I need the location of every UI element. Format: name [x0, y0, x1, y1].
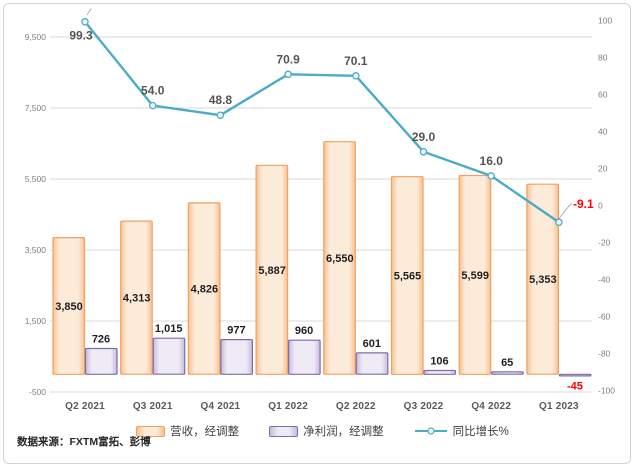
right-axis-tick: 100: [598, 16, 612, 26]
bar-revenue: [255, 164, 289, 375]
bar-revenue: [120, 220, 153, 375]
left-axis-tick: 3,500: [25, 245, 47, 255]
bar-value-label: 65: [501, 357, 513, 369]
yoy-growth-line: [83, 20, 561, 224]
label-leader-first: [86, 8, 92, 16]
bar-netprofit: [491, 371, 524, 375]
bar-netprofit: [355, 352, 389, 375]
left-axis-tick: 7,500: [25, 103, 47, 113]
category-label: Q1 2022: [268, 401, 308, 412]
right-axis-tick: 40: [598, 127, 608, 137]
bar-value-label: 960: [295, 325, 313, 337]
bar-revenue: [323, 141, 356, 375]
line-value-label: 54.0: [141, 84, 165, 98]
bar-value-label: 5,887: [258, 265, 286, 277]
legend-item-netprofit: 净利润，经调整: [269, 423, 384, 439]
right-axis-tick: -40: [598, 275, 611, 285]
line-value-label: 16.0: [480, 154, 504, 168]
category-label: Q4 2021: [201, 401, 241, 412]
category-label: Q2 2022: [336, 401, 376, 412]
netprofit-swatch: [269, 425, 299, 437]
data-source-note: 数据来源：FXTM富拓、彭博: [17, 436, 151, 448]
line-marker: [148, 101, 157, 110]
bar-revenue: [458, 174, 492, 375]
left-axis-tick: 5,500: [25, 174, 47, 184]
yoy-line-marker-swatch: [414, 426, 448, 436]
bar-value-label: 106: [430, 356, 448, 368]
bar-value-label: 3,850: [55, 301, 83, 313]
bar-netprofit: [288, 339, 321, 375]
category-label: Q3 2021: [133, 401, 173, 412]
right-axis-tick: 80: [598, 53, 608, 63]
line-marker: [419, 148, 428, 156]
line-value-label: 29.0: [412, 130, 436, 144]
line-value-label: 70.1: [344, 54, 368, 68]
bar-revenue: [187, 202, 221, 375]
right-axis-tick: 0: [598, 201, 603, 211]
bar-value-label: 726: [92, 334, 110, 346]
line-marker: [487, 172, 495, 180]
bar-value-label: 4,826: [191, 284, 219, 296]
chart-legend: 营收，经调整 净利润，经调整 同比增长%: [50, 421, 595, 441]
right-axis-tick: 20: [598, 164, 608, 174]
category-label: Q4 2022: [471, 401, 511, 412]
bar-value-label: 5,565: [394, 271, 422, 283]
line-marker: [555, 218, 563, 227]
line-marker: [284, 70, 292, 79]
bar-netprofit: [84, 347, 118, 375]
line-value-label: 48.8: [209, 93, 233, 107]
legend-item-revenue: 营收，经调整: [136, 423, 239, 439]
line-value-label: -9.1: [573, 197, 594, 211]
legend-label-yoy-growth: 同比增长%: [452, 426, 509, 438]
legend-label-netprofit: 净利润，经调整: [303, 426, 384, 438]
label-leader-last: [558, 203, 573, 219]
line-marker: [81, 18, 89, 26]
revenue-swatch: [136, 425, 166, 437]
bar-value-label: -45: [567, 380, 583, 392]
legend-item-yoy-growth: 同比增长%: [414, 423, 509, 439]
line-value-label: 70.9: [276, 52, 300, 66]
left-axis-tick: 1,500: [25, 316, 47, 326]
category-label: Q1 2023: [539, 401, 579, 412]
right-axis-tick: -60: [598, 312, 611, 322]
bar-revenue: [526, 183, 560, 375]
bar-value-label: 5,353: [529, 274, 557, 286]
bar-revenue: [390, 176, 424, 375]
left-axis-tick: 9,500: [25, 32, 47, 42]
line-marker: [216, 111, 225, 119]
bar-value-label: 601: [363, 338, 381, 350]
bar-value-label: 4,313: [123, 293, 151, 305]
bar-value-label: 1,015: [155, 323, 183, 335]
category-label: Q2 2021: [65, 401, 105, 412]
left-axis-tick: -500: [29, 387, 46, 397]
bar-value-label: 5,599: [461, 270, 489, 282]
right-axis-tick: -20: [598, 238, 611, 248]
bar-netprofit: [220, 339, 253, 375]
bar-netprofit: [423, 369, 457, 375]
bar-netprofit: [152, 337, 186, 375]
right-axis-tick: -100: [598, 386, 615, 396]
bar-revenue: [52, 237, 86, 375]
line-value-label: 99.3: [69, 28, 93, 42]
bar-netprofit: [558, 373, 592, 377]
line-marker: [352, 72, 360, 80]
right-axis-tick: 60: [598, 90, 608, 100]
right-axis-tick: -80: [598, 349, 611, 359]
legend-label-revenue: 营收，经调整: [170, 426, 240, 438]
bar-value-label: 6,550: [326, 253, 354, 265]
category-label: Q3 2022: [404, 401, 444, 412]
bar-value-label: 977: [227, 325, 245, 337]
